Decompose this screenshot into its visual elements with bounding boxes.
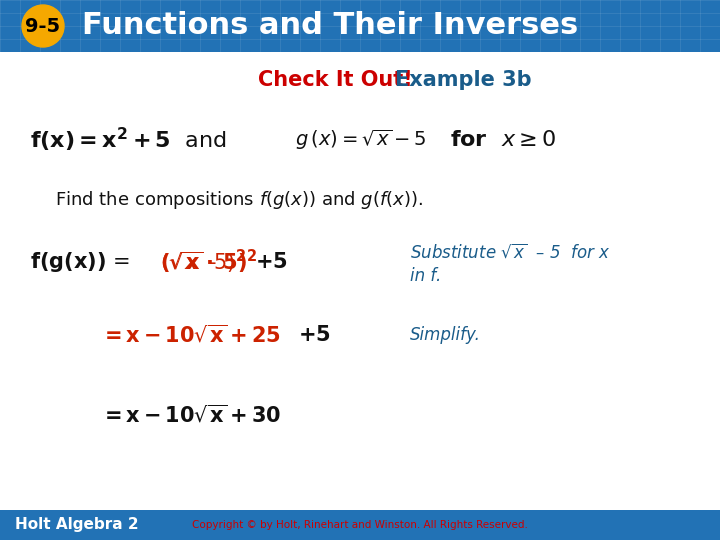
Text: Simplify.: Simplify. [410, 326, 481, 344]
Text: $\mathbf{+5}$: $\mathbf{+5}$ [298, 325, 330, 345]
Text: $g\,(x) = \sqrt{x} - 5$: $g\,(x) = \sqrt{x} - 5$ [295, 128, 427, 152]
Text: 9-5: 9-5 [25, 17, 60, 36]
Text: $\mathbf{(\sqrt{x}\ \text{-}\ 5)^2}$: $\mathbf{(\sqrt{x}\ \text{-}\ 5)^2}$ [160, 248, 258, 276]
FancyBboxPatch shape [0, 0, 720, 52]
Text: $\mathbf{= x - 10\sqrt{x} + 25}$: $\mathbf{= x - 10\sqrt{x} + 25}$ [100, 324, 281, 346]
Text: Substitute $\sqrt{x}$  – 5  for $x$: Substitute $\sqrt{x}$ – 5 for $x$ [410, 242, 611, 261]
Text: Copyright © by Holt, Rinehart and Winston. All Rights Reserved.: Copyright © by Holt, Rinehart and Winsto… [192, 520, 528, 530]
Text: $\mathbf{+ 5}$: $\mathbf{+ 5}$ [255, 252, 287, 272]
FancyBboxPatch shape [0, 510, 720, 540]
Text: in f.: in f. [410, 267, 441, 285]
Text: $\mathbf{f(x) = x^2 + 5}$  and: $\mathbf{f(x) = x^2 + 5}$ and [30, 126, 228, 154]
Text: Example 3b: Example 3b [395, 70, 531, 90]
Text: Check It Out!: Check It Out! [258, 70, 413, 90]
Text: $\mathbf{f(g(x))}$ =: $\mathbf{f(g(x))}$ = [30, 250, 130, 274]
Text: for  $x \geq 0$: for $x \geq 0$ [450, 130, 557, 150]
Text: $(\sqrt{x}\ \mathbf{\cdot}5)^{\mathbf{2}}$: $(\sqrt{x}\ \mathbf{\cdot}5)^{\mathbf{2}… [160, 248, 246, 276]
Circle shape [22, 5, 64, 47]
Text: Functions and Their Inverses: Functions and Their Inverses [82, 11, 578, 40]
Text: Holt Algebra 2: Holt Algebra 2 [15, 517, 139, 532]
Text: Find the compositions $f(g(x))$ and $g(f(x))$.: Find the compositions $f(g(x))$ and $g(f… [55, 189, 423, 211]
Text: $\mathbf{= x - 10\sqrt{x} + 30}$: $\mathbf{= x - 10\sqrt{x} + 30}$ [100, 404, 282, 426]
